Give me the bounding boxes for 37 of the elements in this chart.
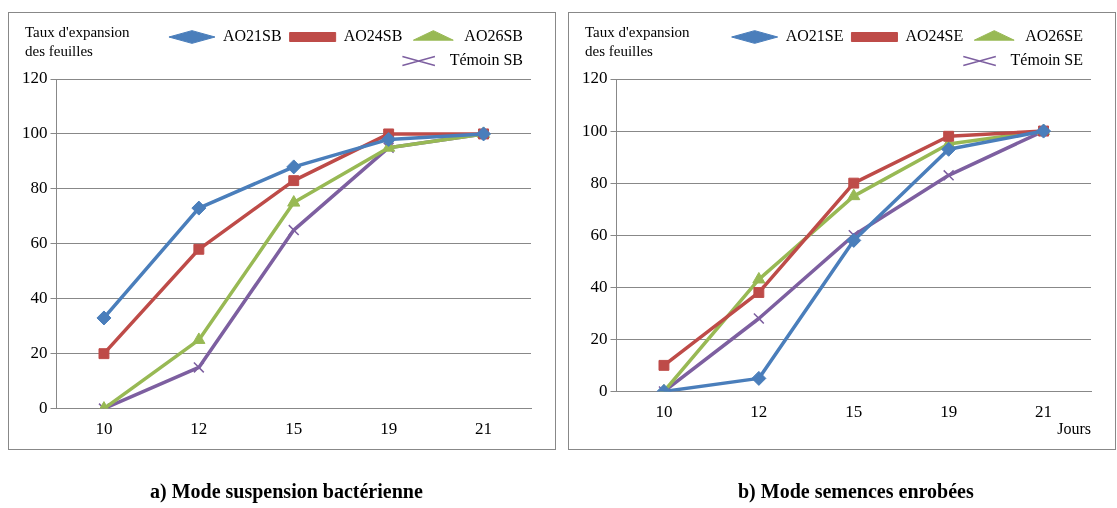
y-tick-label: 20 — [30, 343, 48, 363]
x-tick-label: 12 — [750, 402, 768, 422]
y-tick-label: 80 — [30, 178, 48, 198]
y-axis-title: Taux d'expansion des feuilles — [25, 23, 131, 61]
legend-label: AO21SB — [222, 27, 282, 45]
y-tick-label: 60 — [590, 224, 608, 244]
y-tick-label: 40 — [590, 276, 608, 296]
y-tick-label: 20 — [590, 328, 608, 348]
x-tick-label: 10 — [655, 402, 673, 422]
x-tick-label: 19 — [380, 419, 398, 439]
x-axis-title: Jours — [1057, 419, 1091, 437]
legend-label: AO21SE — [785, 27, 844, 45]
x-tick-label: 19 — [940, 402, 958, 422]
legend-label: AO26SB — [464, 27, 524, 45]
y-tick-label: 100 — [582, 120, 608, 140]
x-tick-label: 21 — [475, 419, 493, 439]
legend-label: Témoin SE — [1010, 51, 1083, 69]
legend-label: AO26SE — [1025, 27, 1083, 45]
y-tick-label: 60 — [30, 233, 48, 253]
x-tick-label: 12 — [190, 419, 208, 439]
y-tick-label: 120 — [582, 68, 608, 88]
x-tick-label: 15 — [285, 419, 303, 439]
legend-label: Témoin SB — [449, 51, 524, 69]
legend-label: AO24SB — [343, 27, 403, 45]
x-tick-label: 15 — [845, 402, 863, 422]
text: a) Mode suspension bactérienne — [150, 480, 423, 503]
y-tick-label: 0 — [39, 398, 48, 418]
y-tick-label: 80 — [590, 172, 608, 192]
y-tick-label: 0 — [599, 380, 608, 400]
y-tick-label: 120 — [22, 68, 48, 88]
y-tick-label: 40 — [30, 288, 48, 308]
legend-label: AO24SE — [905, 27, 964, 45]
text: b) Mode semences enrobées — [738, 480, 974, 503]
y-tick-label: 100 — [22, 123, 48, 143]
y-axis-title: Taux d'expansion des feuilles — [585, 23, 691, 61]
x-tick-label: 10 — [95, 419, 113, 439]
x-tick-label: 21 — [1035, 402, 1053, 422]
